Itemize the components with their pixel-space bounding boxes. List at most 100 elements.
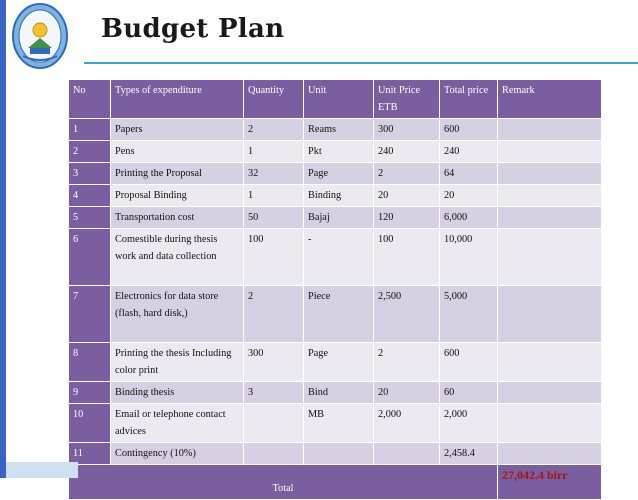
budget-table: No Types of expenditure Quantity Unit Un… bbox=[68, 79, 602, 500]
row-total: 10,000 bbox=[439, 228, 498, 286]
row-unit-price: 240 bbox=[373, 140, 440, 163]
header-unit-price: Unit Price ETB bbox=[373, 79, 440, 119]
row-type: Email or telephone contact advices bbox=[110, 403, 244, 443]
header-unit: Unit bbox=[303, 79, 374, 119]
row-no: 4 bbox=[68, 184, 111, 207]
table-row: 9 Binding thesis 3 Bind 20 60 bbox=[68, 381, 602, 404]
row-total: 2,458.4 bbox=[439, 442, 498, 465]
row-unit: Binding bbox=[303, 184, 374, 207]
row-quantity bbox=[243, 442, 304, 465]
table-row: 11 Contingency (10%) 2,458.4 bbox=[68, 442, 602, 465]
row-total: 2,000 bbox=[439, 403, 498, 443]
row-quantity: 2 bbox=[243, 118, 304, 141]
row-total: 600 bbox=[439, 118, 498, 141]
row-no: 2 bbox=[68, 140, 111, 163]
row-type: Papers bbox=[110, 118, 244, 141]
row-no: 3 bbox=[68, 162, 111, 185]
row-remark bbox=[497, 228, 602, 286]
row-quantity: 50 bbox=[243, 206, 304, 229]
table-row: 3 Printing the Proposal 32 Page 2 64 bbox=[68, 162, 602, 185]
row-total: 60 bbox=[439, 381, 498, 404]
row-remark bbox=[497, 140, 602, 163]
row-quantity: 300 bbox=[243, 342, 304, 382]
table-row: 5 Transportation cost 50 Bajaj 120 6,000 bbox=[68, 206, 602, 229]
row-type: Electronics for data store (flash, hard … bbox=[110, 285, 244, 343]
row-type: Proposal Binding bbox=[110, 184, 244, 207]
row-unit-price: 20 bbox=[373, 381, 440, 404]
row-no: 6 bbox=[68, 228, 111, 286]
row-unit: Pkt bbox=[303, 140, 374, 163]
row-unit-price: 2,000 bbox=[373, 403, 440, 443]
row-type: Binding thesis bbox=[110, 381, 244, 404]
row-unit-price: 300 bbox=[373, 118, 440, 141]
row-quantity: 1 bbox=[243, 184, 304, 207]
row-quantity: 3 bbox=[243, 381, 304, 404]
header-quantity: Quantity bbox=[243, 79, 304, 119]
row-unit-price: 2,500 bbox=[373, 285, 440, 343]
row-no: 9 bbox=[68, 381, 111, 404]
left-accent-bar bbox=[0, 0, 6, 478]
row-remark bbox=[497, 342, 602, 382]
total-label: Total bbox=[68, 464, 498, 500]
row-unit: Page bbox=[303, 342, 374, 382]
row-no: 5 bbox=[68, 206, 111, 229]
row-unit: - bbox=[303, 228, 374, 286]
row-quantity: 100 bbox=[243, 228, 304, 286]
grand-total-value: 27,042.4 birr bbox=[497, 464, 602, 500]
row-unit-price: 100 bbox=[373, 228, 440, 286]
footer-strip bbox=[6, 462, 78, 478]
table-row: 1 Papers 2 Reams 300 600 bbox=[68, 118, 602, 141]
header-remark: Remark bbox=[497, 79, 602, 119]
row-remark bbox=[497, 118, 602, 141]
row-total: 6,000 bbox=[439, 206, 498, 229]
table-row: 4 Proposal Binding 1 Binding 20 20 bbox=[68, 184, 602, 207]
table-row: 7 Electronics for data store (flash, har… bbox=[68, 285, 602, 343]
row-remark bbox=[497, 162, 602, 185]
university-seal-icon bbox=[12, 3, 68, 69]
row-unit: Page bbox=[303, 162, 374, 185]
row-total: 64 bbox=[439, 162, 498, 185]
row-total: 240 bbox=[439, 140, 498, 163]
row-type: Comestible during thesis work and data c… bbox=[110, 228, 244, 286]
row-total: 5,000 bbox=[439, 285, 498, 343]
row-quantity: 1 bbox=[243, 140, 304, 163]
row-quantity: 32 bbox=[243, 162, 304, 185]
table-row: 8 Printing the thesis Including color pr… bbox=[68, 342, 602, 382]
row-unit: Reams bbox=[303, 118, 374, 141]
row-unit-price: 20 bbox=[373, 184, 440, 207]
header-type: Types of expenditure bbox=[110, 79, 244, 119]
row-unit: Bajaj bbox=[303, 206, 374, 229]
row-no: 10 bbox=[68, 403, 111, 443]
row-no: 7 bbox=[68, 285, 111, 343]
table-row: 10 Email or telephone contact advices MB… bbox=[68, 403, 602, 443]
row-unit: Bind bbox=[303, 381, 374, 404]
row-total: 20 bbox=[439, 184, 498, 207]
row-unit: MB bbox=[303, 403, 374, 443]
row-no: 1 bbox=[68, 118, 111, 141]
row-no: 8 bbox=[68, 342, 111, 382]
row-type: Transportation cost bbox=[110, 206, 244, 229]
row-quantity: 2 bbox=[243, 285, 304, 343]
row-type: Printing the Proposal bbox=[110, 162, 244, 185]
row-remark bbox=[497, 206, 602, 229]
table-row: 6 Comestible during thesis work and data… bbox=[68, 228, 602, 286]
row-quantity bbox=[243, 403, 304, 443]
row-remark bbox=[497, 184, 602, 207]
row-unit-price: 2 bbox=[373, 162, 440, 185]
header-total-price: Total price bbox=[439, 79, 498, 119]
table-row: 2 Pens 1 Pkt 240 240 bbox=[68, 140, 602, 163]
row-unit-price: 2 bbox=[373, 342, 440, 382]
row-remark bbox=[497, 442, 602, 465]
row-remark bbox=[497, 285, 602, 343]
row-unit: Piece bbox=[303, 285, 374, 343]
header-no: No bbox=[68, 79, 111, 119]
row-type: Pens bbox=[110, 140, 244, 163]
row-total: 600 bbox=[439, 342, 498, 382]
total-row: Total 27,042.4 birr bbox=[68, 464, 602, 500]
row-remark bbox=[497, 403, 602, 443]
row-remark bbox=[497, 381, 602, 404]
row-type: Contingency (10%) bbox=[110, 442, 244, 465]
table-header-row: No Types of expenditure Quantity Unit Un… bbox=[68, 79, 602, 119]
row-type: Printing the thesis Including color prin… bbox=[110, 342, 244, 382]
row-unit-price bbox=[373, 442, 440, 465]
